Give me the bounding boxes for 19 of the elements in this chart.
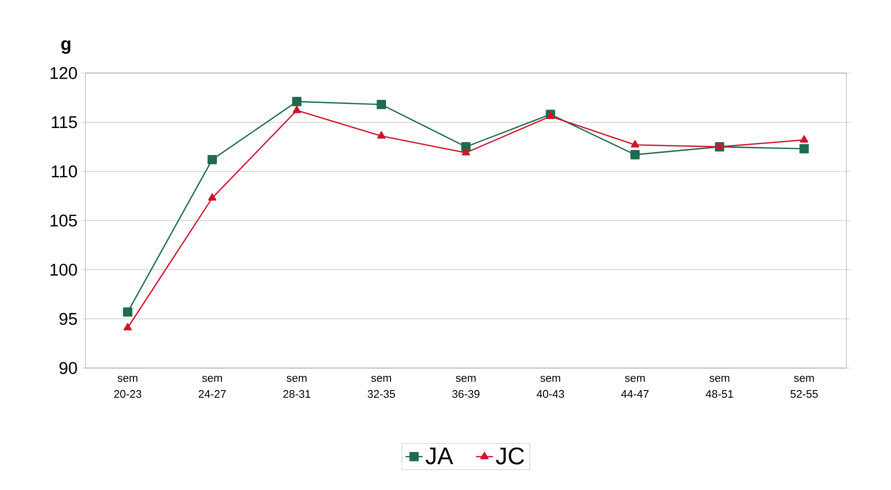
x-tick-label: sem 44-47 — [621, 376, 649, 398]
y-tick-label: 110 — [52, 165, 77, 178]
y-tick-label: 95 — [60, 312, 77, 325]
y-tick-label: 120 — [50, 67, 77, 80]
x-tick-label: sem 52-55 — [790, 376, 818, 398]
x-tick-label: sem 32-35 — [368, 376, 395, 398]
y-tick-label: 90 — [60, 362, 77, 374]
legend-label: JC — [496, 447, 524, 464]
x-tick-label: sem 28-31 — [283, 376, 310, 398]
y-axis-title: g — [61, 40, 70, 54]
x-tick-label: sem 40-43 — [536, 376, 564, 398]
x-tick-label: sem 24-27 — [198, 376, 226, 398]
x-tick-label: sem 20-23 — [114, 376, 142, 398]
legend-label: JA — [426, 448, 454, 464]
y-tick-label: 105 — [50, 214, 77, 227]
x-tick-label: sem 48-51 — [706, 376, 734, 398]
x-tick-label: sem 36-39 — [452, 376, 480, 398]
y-tick-label: 115 — [52, 116, 77, 128]
y-tick-label: 100 — [50, 264, 77, 276]
